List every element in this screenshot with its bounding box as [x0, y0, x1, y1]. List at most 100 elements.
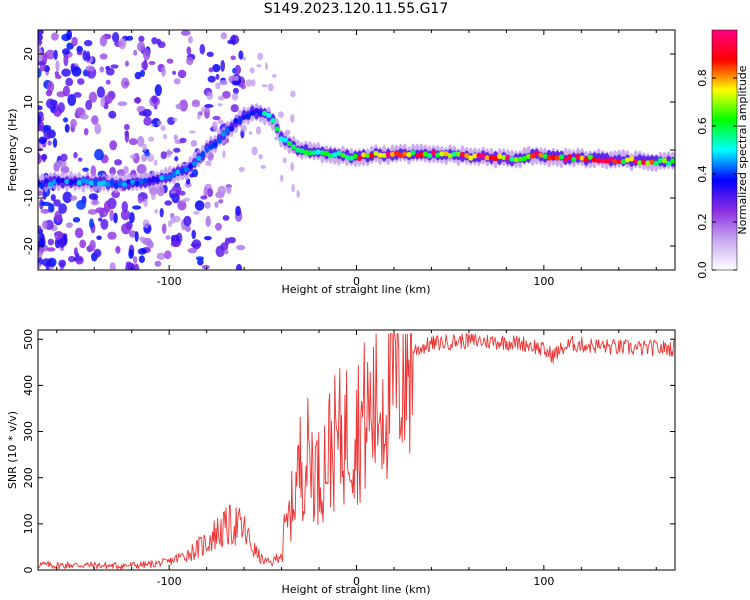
noise-speck — [222, 150, 226, 159]
noise-speck — [83, 128, 89, 136]
noise-speck — [107, 231, 117, 240]
noise-speck — [77, 78, 85, 85]
ridge-cell — [513, 157, 519, 163]
noise-speck — [109, 262, 116, 270]
noise-speck — [38, 190, 44, 197]
noise-speck — [45, 89, 53, 97]
ridge-cell — [220, 131, 227, 137]
ridge-cell — [604, 158, 610, 164]
ridge-cell — [534, 150, 540, 156]
noise-speck — [242, 56, 247, 61]
ridge-cell — [249, 110, 255, 116]
ridge-cell — [80, 177, 86, 183]
noise-speck — [129, 154, 137, 160]
snr-panel: -100 0 100 0 100 200 300 400 500 Height of stra… — [6, 329, 676, 596]
noise-speck — [200, 106, 208, 113]
noise-speck — [138, 111, 147, 116]
noise-speck — [132, 205, 142, 210]
noise-speck — [218, 199, 224, 204]
ridge-cell — [406, 152, 412, 158]
ridge-cell — [241, 114, 247, 120]
ridge-cell — [587, 154, 593, 160]
noise-speck — [77, 157, 83, 162]
noise-speck — [180, 199, 187, 203]
ridge-cell — [299, 148, 305, 154]
ridge-cell — [138, 178, 144, 184]
noise-speck — [54, 210, 63, 223]
ridge-cell — [328, 153, 334, 159]
noise-speck — [96, 86, 105, 98]
ridge-cell — [225, 127, 231, 134]
ridge-cell — [480, 153, 486, 159]
ridge-cell — [517, 156, 523, 162]
noise-speck — [88, 91, 98, 103]
noise-speck — [58, 259, 67, 268]
ridge-cell — [89, 180, 95, 186]
ridge-cell — [352, 153, 358, 159]
ridge-cell — [332, 152, 338, 158]
snr-x-ticks: -100 0 100 — [56, 330, 657, 588]
noise-speck — [38, 47, 42, 53]
noise-speck — [215, 222, 222, 231]
noise-speck — [173, 134, 177, 140]
ridge-cell — [476, 153, 482, 159]
ridge-cell — [620, 159, 626, 165]
y-tick-label: 500 — [22, 329, 35, 350]
ridge-cell — [361, 152, 367, 158]
noise-speck — [173, 215, 181, 223]
noise-speck — [231, 92, 239, 101]
noise-speck — [42, 124, 52, 132]
noise-speck — [70, 118, 77, 128]
colorbar-label: Normalized spectral amplitude — [736, 65, 749, 234]
ridge-cell — [418, 152, 424, 158]
ridge-cell — [567, 154, 573, 160]
noise-speck — [138, 35, 145, 43]
noise-speck — [137, 248, 147, 255]
noise-speck — [95, 207, 105, 214]
x-tick-label: 100 — [533, 275, 554, 288]
noise-speck — [41, 220, 48, 230]
noise-speck — [235, 205, 242, 216]
ridge-cell — [435, 152, 441, 158]
noise-speck — [179, 99, 189, 112]
ridge-cell — [245, 113, 251, 119]
noise-speck — [154, 260, 162, 267]
ridge-cell — [208, 144, 214, 150]
noise-speck — [62, 85, 70, 97]
noise-speck — [58, 237, 66, 248]
ridge-cell — [76, 180, 82, 186]
noise-speck — [126, 35, 134, 41]
noise-speck — [125, 262, 135, 270]
y-tick-label: 0 — [22, 567, 35, 574]
ridge-cell — [389, 151, 396, 157]
ridge-cell — [542, 153, 548, 159]
ridge-cell — [624, 157, 631, 163]
noise-speck — [204, 236, 212, 241]
noise-speck — [142, 143, 148, 152]
ridge-cell — [204, 146, 210, 152]
noise-speck — [93, 248, 102, 258]
ridge-cell — [645, 160, 651, 166]
ridge-cell — [464, 153, 470, 159]
noise-speck — [206, 51, 214, 57]
ridge-cell — [196, 155, 202, 161]
y-tick-label: -10 — [22, 189, 35, 207]
ridge-cell — [253, 108, 260, 114]
ridge-cell — [43, 178, 49, 184]
ridge-cell — [670, 158, 675, 164]
noise-speck — [38, 115, 42, 125]
noise-speck — [133, 263, 140, 270]
noise-speck — [70, 195, 78, 201]
ridge-cell — [431, 150, 437, 156]
noise-speck — [108, 110, 117, 119]
noise-speck — [256, 64, 262, 68]
ridge-cell — [51, 179, 58, 185]
ridge-cell — [212, 141, 218, 148]
noise-speck — [177, 69, 187, 79]
ridge-cell — [319, 150, 325, 156]
noise-speck — [193, 210, 200, 215]
noise-speck — [82, 167, 89, 172]
noise-speck — [222, 215, 230, 221]
noise-speck — [109, 209, 114, 222]
